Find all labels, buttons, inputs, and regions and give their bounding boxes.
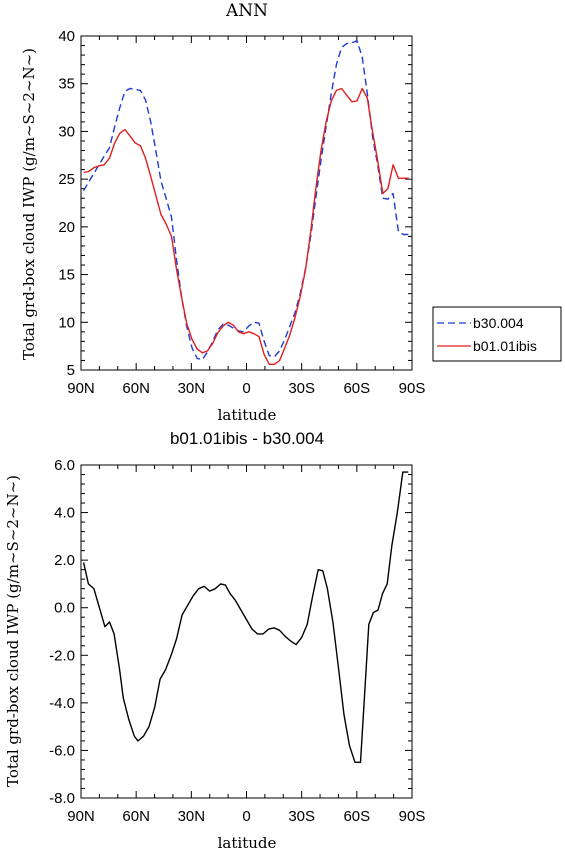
bottom-chart-title: b01.01ibis - b30.004 [170,429,324,448]
top-chart-series [82,40,409,365]
y-tick-label: -8.0 [49,790,75,807]
y-tick-label: -6.0 [49,742,75,759]
x-tick-label: 90N [67,808,95,825]
top-chart: ANN Total grd-box cloud IWP (g/m~S~2~N~)… [20,1,425,424]
y-tick-label: 0.0 [54,600,75,617]
x-tick-label: 30N [178,808,206,825]
series-line-b30-004 [82,40,409,361]
series-line-difference [82,471,409,763]
top-chart-y-tick-labels: 5 10 15 20 25 30 35 40 [58,28,75,379]
y-tick-label: -2.0 [49,647,75,664]
x-tick-label: 60S [343,380,370,397]
top-chart-frame [80,35,413,371]
bottom-chart-y-tick-labels: -8.0 -6.0 -4.0 -2.0 0.0 2.0 4.0 6.0 [49,457,75,807]
y-tick-label: 2.0 [54,552,75,569]
x-tick-label: 0 [242,380,250,397]
y-tick-label: 5 [67,362,75,379]
x-tick-label: 30S [288,380,315,397]
y-tick-label: 6.0 [54,457,75,474]
bottom-chart-frame [80,464,413,799]
top-chart-ticks [80,35,413,371]
y-tick-label: 25 [58,171,75,188]
x-tick-label: 30N [178,380,206,397]
bottom-chart: b01.01ibis - b30.004 Total grd-box cloud… [4,429,425,851]
x-tick-label: 30S [288,808,315,825]
top-chart-x-tick-labels: 90N 60N 30N 0 30S 60S 90S [67,380,425,397]
legend-label-b30-004: b30.004 [473,315,524,331]
y-tick-label: 20 [58,219,75,236]
series-line-b01-01ibis [83,87,409,365]
x-tick-label: 90N [67,380,95,397]
y-tick-label: -4.0 [49,695,75,712]
y-tick-label: 10 [58,314,75,331]
x-tick-label: 0 [242,808,250,825]
x-tick-label: 90S [399,808,426,825]
legend-box [432,306,562,362]
x-tick-label: 60N [122,380,150,397]
y-tick-label: 35 [58,76,75,93]
bottom-chart-x-axis-label: latitude [218,834,277,851]
y-tick-label: 40 [58,28,75,45]
y-tick-label: 15 [58,267,75,284]
legend: b30.004 b01.01ibis [432,306,562,362]
bottom-chart-y-axis-label: Total grd-box cloud IWP (g/m~S~2~N~) [4,475,22,787]
bottom-chart-series [82,471,409,763]
top-chart-x-axis-label: latitude [218,406,277,424]
bottom-chart-x-tick-labels: 90N 60N 30N 0 30S 60S 90S [67,808,425,825]
x-tick-label: 60S [343,808,370,825]
top-chart-title: ANN [225,1,268,21]
x-tick-label: 60N [122,808,150,825]
y-tick-label: 4.0 [54,505,75,522]
legend-label-b01-01ibis: b01.01ibis [473,338,537,354]
y-tick-label: 30 [58,123,75,140]
top-chart-y-axis-label: Total grd-box cloud IWP (g/m~S~2~N~) [20,48,38,360]
x-tick-label: 90S [399,380,426,397]
bottom-chart-ticks [80,464,413,799]
